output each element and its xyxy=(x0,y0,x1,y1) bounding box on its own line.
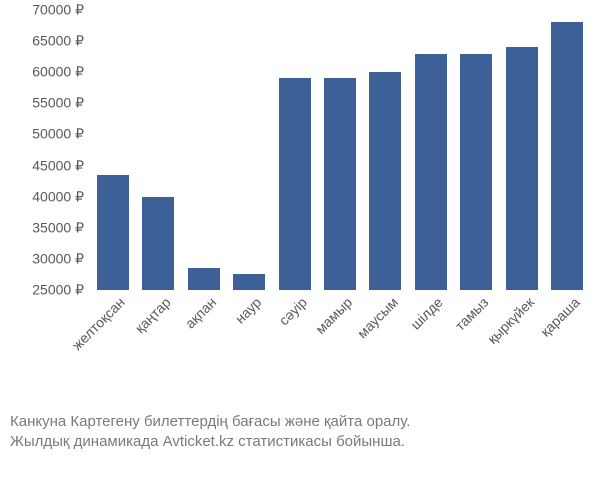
plot-area xyxy=(90,10,590,290)
y-tick-label: 55000 ₽ xyxy=(32,95,84,112)
x-tick-label: мамыр xyxy=(312,294,355,337)
y-axis: 25000 ₽30000 ₽35000 ₽40000 ₽45000 ₽50000… xyxy=(10,10,88,290)
y-tick-label: 40000 ₽ xyxy=(32,188,84,205)
y-tick-label: 70000 ₽ xyxy=(32,2,84,19)
x-tick-label: қыркүйек xyxy=(484,294,537,347)
caption-line-2: Жылдық динамикада Avticket.kz статистика… xyxy=(10,432,590,452)
x-tick-label: сәуір xyxy=(275,294,309,328)
x-axis: желтоқсанқаңтарақпаннаурсәуірмамырмаусым… xyxy=(90,294,590,394)
x-tick-label: шілде xyxy=(408,294,447,333)
bar xyxy=(415,54,447,290)
x-tick-label: ақпан xyxy=(181,294,218,331)
bar xyxy=(233,274,265,290)
bar xyxy=(369,72,401,290)
bar xyxy=(142,197,174,290)
y-tick-label: 35000 ₽ xyxy=(32,219,84,236)
bar xyxy=(97,175,129,290)
x-tick-label: қаңтар xyxy=(131,294,173,336)
bars-container xyxy=(90,10,590,290)
y-tick-label: 25000 ₽ xyxy=(32,282,84,299)
y-tick-label: 50000 ₽ xyxy=(32,126,84,143)
bar xyxy=(551,22,583,290)
x-tick-label: желтоқсан xyxy=(69,294,128,353)
y-tick-label: 45000 ₽ xyxy=(32,157,84,174)
price-bar-chart: 25000 ₽ 30000 ₽ 35000 ₽ 40000 ₽ 45000 ₽ 50000… xyxy=(10,10,590,360)
bar xyxy=(506,47,538,290)
caption-line-1: Канкуна Картегену билеттердің бағасы жән… xyxy=(10,412,590,432)
bar xyxy=(460,54,492,290)
x-tick-label: наур xyxy=(232,294,265,327)
y-tick-label: 65000 ₽ xyxy=(32,33,84,50)
x-tick-label: тамыз xyxy=(452,294,492,334)
y-tick-label: 60000 ₽ xyxy=(32,64,84,81)
x-tick-label: қараша xyxy=(537,294,583,340)
y-tick-label: 30000 ₽ xyxy=(32,250,84,267)
x-tick-label: маусым xyxy=(354,294,401,341)
chart-caption: Канкуна Картегену билеттердің бағасы жән… xyxy=(10,412,590,453)
bar xyxy=(279,78,311,290)
bar xyxy=(324,78,356,290)
bar xyxy=(188,268,220,290)
